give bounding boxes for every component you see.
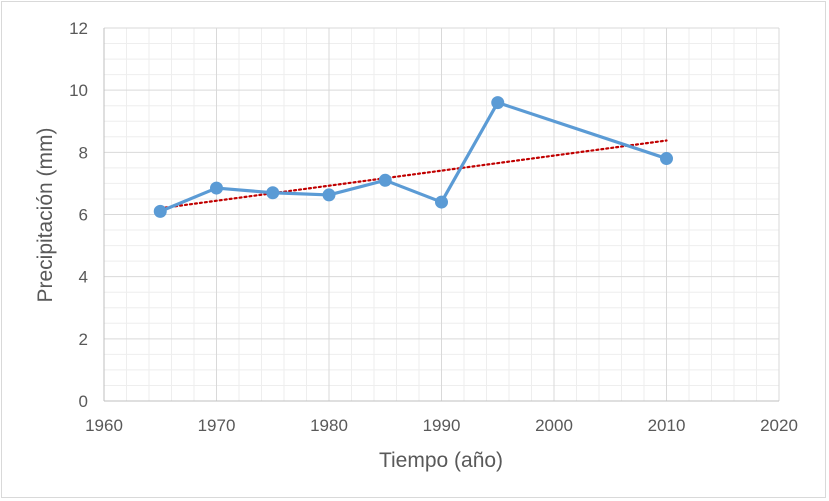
x-tick-label: 2000	[535, 416, 573, 435]
trendline-path	[159, 139, 668, 210]
x-axis-title: Tiempo (año)	[379, 449, 503, 472]
y-tick-label: 6	[79, 206, 88, 225]
x-tick-label: 1990	[423, 416, 461, 435]
data-point	[378, 173, 392, 187]
major-gridlines	[103, 27, 780, 402]
y-axis-title: Precipitación (mm)	[34, 127, 57, 302]
series-line	[159, 100, 668, 213]
y-tick-label: 2	[79, 330, 88, 349]
y-tick-label: 4	[79, 268, 88, 287]
y-tick-label: 10	[69, 81, 88, 100]
y-tick-label: 0	[79, 392, 88, 411]
data-point	[266, 186, 280, 200]
x-tick-label: 2020	[760, 416, 798, 435]
data-point	[322, 188, 336, 202]
y-tick-labels: 0 2 4 6 8 10 12	[69, 19, 88, 411]
x-tick-label: 1980	[310, 416, 348, 435]
data-point	[491, 96, 505, 110]
axes	[103, 28, 779, 402]
x-tick-label: 1960	[85, 416, 123, 435]
data-point	[435, 195, 448, 209]
y-tick-label: 8	[79, 143, 88, 162]
x-tick-label: 1970	[198, 416, 236, 435]
data-point	[210, 181, 223, 195]
data-point	[660, 152, 673, 166]
series-layer	[153, 96, 673, 218]
x-tick-label: 2010	[648, 416, 686, 435]
data-point	[153, 204, 167, 218]
y-tick-label: 12	[69, 19, 88, 38]
x-tick-labels: 1960 1970 1980 1990 2000 2010 2020	[85, 416, 798, 435]
trendline	[159, 139, 668, 210]
